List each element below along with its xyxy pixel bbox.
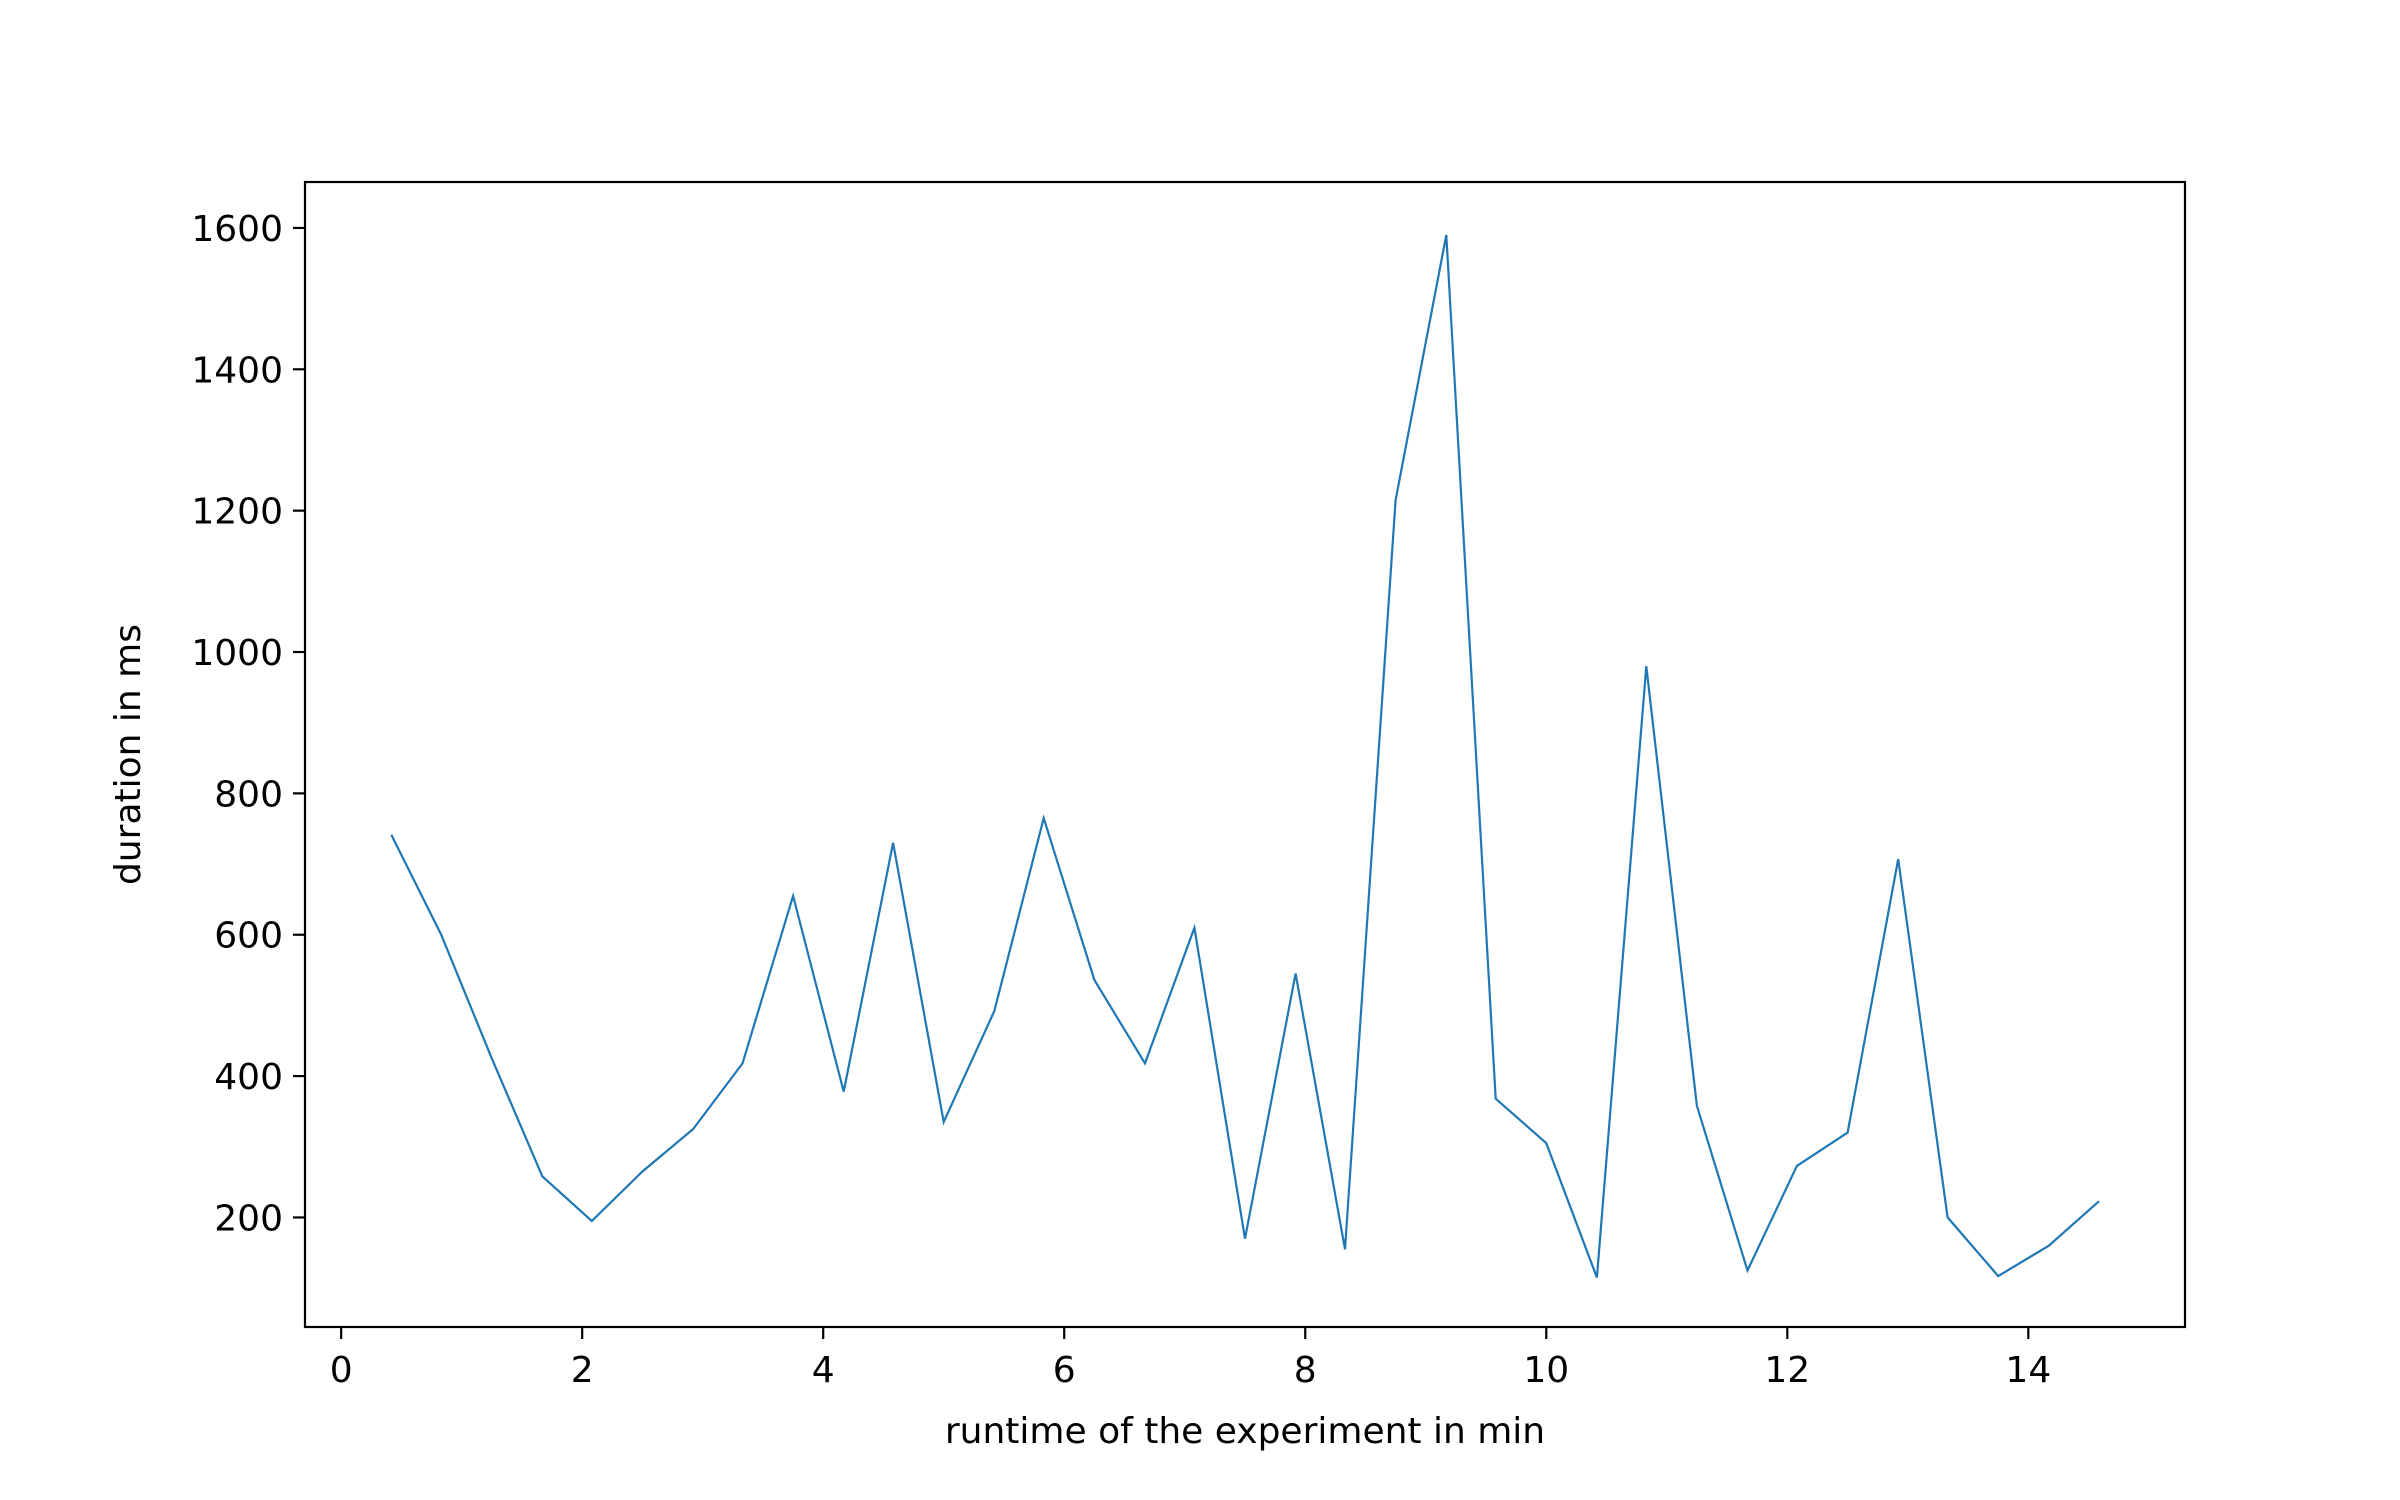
x-tick-label: 4 [812, 1350, 835, 1391]
y-tick-label: 200 [214, 1198, 283, 1239]
x-tick-label: 0 [330, 1350, 353, 1391]
plot-frame [303, 180, 2187, 1329]
y-tick-label: 400 [214, 1057, 283, 1098]
series-line [390, 234, 2100, 1278]
y-axis-title: duration in ms [108, 624, 149, 885]
x-tick-label: 14 [2005, 1350, 2051, 1391]
y-axis: 200 400 600 800 1000 1200 1400 1600 [191, 209, 305, 1239]
y-tick-label: 1400 [191, 350, 283, 391]
x-tick-label: 2 [571, 1350, 594, 1391]
y-tick-label: 1600 [191, 209, 283, 250]
x-axis-title: runtime of the experiment in min [945, 1411, 1545, 1452]
y-tick-label: 800 [214, 774, 283, 815]
x-tick-label: 6 [1053, 1350, 1076, 1391]
y-tick-label: 1000 [191, 633, 283, 674]
plot-series [390, 234, 2100, 1278]
x-tick-label: 8 [1294, 1350, 1317, 1391]
y-tick-label: 600 [214, 916, 283, 957]
x-tick-label: 12 [1764, 1350, 1810, 1391]
x-tick-label: 10 [1523, 1350, 1569, 1391]
x-axis: 0 2 4 6 8 10 12 14 [330, 1327, 2051, 1391]
y-tick-label: 1200 [191, 492, 283, 533]
